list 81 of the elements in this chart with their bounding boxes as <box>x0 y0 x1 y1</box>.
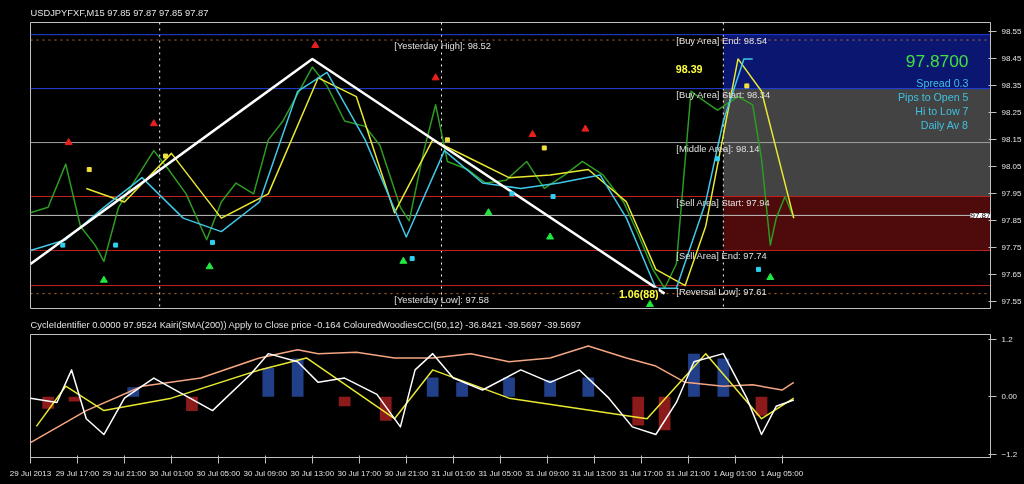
y-tick-label: 97.55 <box>1001 297 1023 307</box>
annotation: 1.06(88) <box>618 287 660 300</box>
point <box>484 208 493 216</box>
x-tick-label: 30 Jul 05:00 <box>196 468 241 478</box>
annotation: Spread 0.3 <box>916 76 969 89</box>
y-tick-label: 98.25 <box>1001 108 1023 118</box>
chart-title: USDJPYFXF,M15 97.85 97.87 97.85 97.87 <box>30 7 209 18</box>
point <box>64 138 73 146</box>
x-tick-label: 31 Jul 13:00 <box>572 468 617 478</box>
y-tick-label: 1.2 <box>1001 334 1014 344</box>
point <box>149 119 158 127</box>
point <box>766 272 775 280</box>
annotation: Daily Av 8 <box>920 118 968 131</box>
point <box>113 242 119 248</box>
bar <box>426 377 439 397</box>
annotation: Hi to Low 7 <box>915 104 969 117</box>
ref-line-label: 97.87 <box>970 210 992 220</box>
point <box>60 242 66 248</box>
annotation: 98.39 <box>675 62 703 75</box>
point <box>163 153 169 159</box>
x-tick-label: 31 Jul 01:00 <box>431 468 476 478</box>
y-tick-label: −1.2 <box>1001 449 1018 459</box>
y-tick-label: 97.75 <box>1001 243 1023 253</box>
point <box>546 232 555 240</box>
x-tick-label: 29 Jul 17:00 <box>55 468 100 478</box>
x-tick-label: 31 Jul 21:00 <box>666 468 711 478</box>
bar <box>582 377 595 397</box>
point <box>714 156 720 162</box>
bar <box>503 377 515 397</box>
y-tick-label: 98.55 <box>1001 27 1023 37</box>
y-tick-label: 98.45 <box>1001 54 1023 64</box>
x-tick-label: 1 Aug 05:00 <box>760 468 804 478</box>
point <box>581 124 590 132</box>
ref-line-label: [Yesterday High]: 98.52 <box>394 41 491 52</box>
x-tick-label: 29 Jul 2013 <box>9 468 52 478</box>
point <box>86 167 92 173</box>
point <box>210 239 216 245</box>
x-tick-label: 29 Jul 21:00 <box>102 468 147 478</box>
point <box>399 256 408 264</box>
bar <box>262 368 275 397</box>
x-tick-label: 31 Jul 05:00 <box>478 468 523 478</box>
y-tick-label: 97.65 <box>1001 270 1023 280</box>
bar <box>68 396 81 402</box>
ref-line-label: [Yesterday Low]: 97.58 <box>394 294 489 305</box>
ref-line-label: [Reversal Low]: 97.61 <box>676 286 767 297</box>
x-tick-label: 30 Jul 01:00 <box>149 468 194 478</box>
point <box>550 194 556 200</box>
y-tick-label: 97.95 <box>1001 189 1023 199</box>
point <box>409 256 415 262</box>
x-tick-label: 31 Jul 17:00 <box>619 468 664 478</box>
bar <box>291 358 304 397</box>
x-tick-label: 30 Jul 17:00 <box>337 468 382 478</box>
line-series <box>30 345 795 444</box>
point <box>509 191 515 197</box>
x-tick-label: 30 Jul 13:00 <box>290 468 335 478</box>
y-tick-label: 98.35 <box>1001 81 1023 91</box>
annotation: Pips to Open 5 <box>898 90 969 103</box>
y-tick-label: 98.15 <box>1001 135 1023 145</box>
x-tick-label: 30 Jul 09:00 <box>243 468 288 478</box>
point <box>205 262 214 270</box>
x-tick-label: 1 Aug 01:00 <box>713 468 757 478</box>
point <box>311 40 320 48</box>
point <box>528 129 537 137</box>
point <box>431 73 440 81</box>
bar <box>632 396 645 426</box>
chart-title: CycleIdentifier 0.0000 97.9524 Kairi(SMA(200)) Apply to Close price -0.164 ColouredWoodiesCCI(50,12) -36.8421 -39.5697 -39.5697 <box>30 319 582 330</box>
point <box>541 145 547 151</box>
y-tick-label: 97.85 <box>1001 216 1023 226</box>
x-tick-label: 31 Jul 09:00 <box>525 468 570 478</box>
point <box>99 275 108 283</box>
point <box>444 137 450 143</box>
x-tick-label: 30 Jul 21:00 <box>384 468 429 478</box>
bar <box>456 382 468 397</box>
y-tick-label: 98.05 <box>1001 162 1023 172</box>
annotation: 97.8700 <box>905 50 969 71</box>
ref-line-label: [Buy Area] End: 98.54 <box>676 35 768 46</box>
point <box>744 83 750 89</box>
point <box>756 266 762 272</box>
y-tick-label: 0.00 <box>1001 392 1018 402</box>
bar <box>544 379 556 397</box>
bar <box>338 396 351 407</box>
